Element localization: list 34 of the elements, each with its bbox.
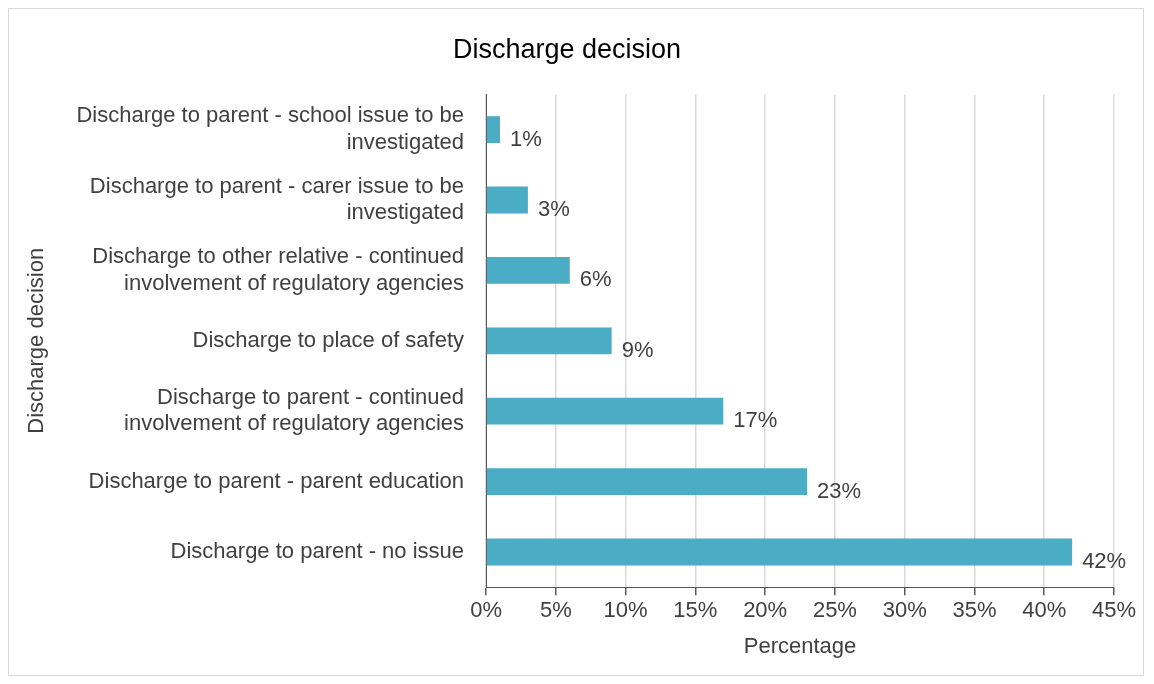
x-tick-label: 25%	[812, 597, 857, 623]
y-axis-title: Discharge decision	[23, 247, 49, 434]
x-tick-label: 15%	[673, 597, 718, 623]
bar	[486, 186, 528, 214]
data-label: 1%	[510, 125, 542, 151]
bar	[486, 538, 1073, 566]
y-tick-label: Discharge to other relative - continued involvement of regulatory agencies	[92, 243, 465, 295]
chart-title: Discharge decision	[452, 33, 682, 64]
x-tick-label: 5%	[539, 597, 572, 623]
y-tick-label: Discharge to parent - carer issue to be investigated	[89, 172, 465, 225]
x-tick-label: 10%	[603, 597, 648, 623]
data-label: 6%	[579, 266, 612, 292]
x-tick-label: 30%	[882, 597, 927, 623]
x-tick-label: 45%	[1091, 597, 1137, 623]
data-label: 3%	[537, 196, 570, 222]
y-tick-label: Discharge to parent - continued involvement of regulatory agencies	[124, 384, 465, 436]
x-axis-title: Percentage	[743, 632, 857, 658]
bar	[486, 397, 724, 425]
bar	[486, 468, 807, 495]
bar	[486, 116, 501, 143]
y-tick-label: Discharge to place of safety	[192, 326, 465, 352]
data-label: 23%	[817, 477, 862, 503]
bar	[486, 327, 612, 355]
data-label: 9%	[621, 336, 654, 362]
y-tick-label: Discharge to parent - school issue to be investigated	[76, 102, 465, 154]
x-tick-label: 0%	[470, 597, 502, 623]
x-tick-label: 20%	[743, 597, 788, 623]
bar	[486, 257, 570, 284]
data-label: 17%	[733, 407, 778, 433]
x-tick-label: 35%	[952, 597, 997, 623]
x-tick-label: 40%	[1022, 597, 1067, 623]
y-tick-label: Discharge to parent - no issue	[170, 538, 465, 564]
data-label: 42%	[1082, 548, 1127, 574]
y-tick-label: Discharge to parent - parent education	[88, 467, 465, 493]
